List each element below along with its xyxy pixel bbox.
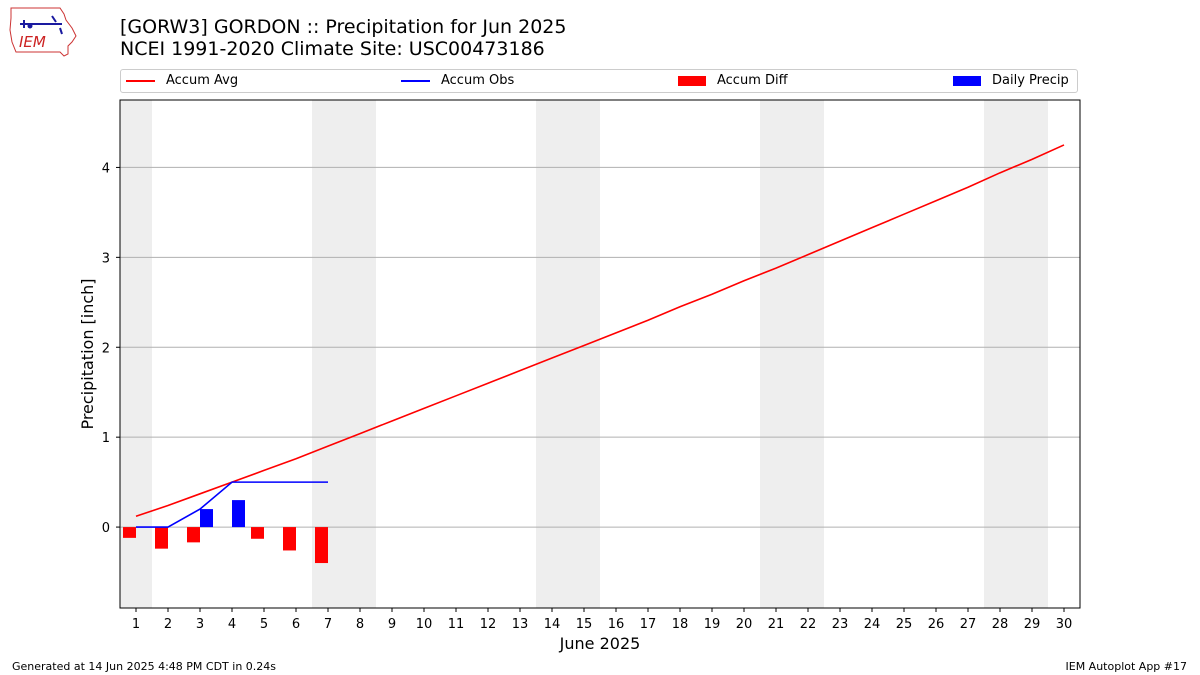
- chart-title: [GORW3] GORDON :: Precipitation for Jun …: [120, 16, 566, 60]
- legend-label-accum-avg: Accum Avg: [166, 73, 239, 88]
- legend-swatch-daily-precip: [953, 75, 981, 86]
- legend-accum-avg: Accum Avg: [126, 73, 238, 88]
- x-tick-label-7: 7: [324, 617, 332, 632]
- weekend-shade-5: [984, 100, 1048, 608]
- x-tick-label-9: 9: [388, 617, 396, 632]
- x-tick-label-5: 5: [260, 617, 268, 632]
- y-tick-label-3: 3: [102, 251, 110, 266]
- accum-diff-bar-day-6: [283, 527, 296, 551]
- x-tick-label-11: 11: [448, 617, 465, 632]
- logo-text: IEM: [19, 33, 46, 51]
- legend-daily-precip: Daily Precip: [953, 73, 1069, 88]
- footer-app: IEM Autoplot App #17: [1065, 660, 1188, 673]
- x-tick-label-16: 16: [608, 617, 625, 632]
- weekend-shade-3: [536, 100, 600, 608]
- plot-frame: [119, 99, 1081, 609]
- x-tick-label-12: 12: [480, 617, 497, 632]
- weekend-shade-2: [312, 100, 376, 608]
- daily-precip-bar-day-3: [200, 509, 213, 528]
- x-tick-label-15: 15: [576, 617, 593, 632]
- legend-accum-diff: Accum Diff: [678, 73, 788, 88]
- accum-diff-bar-day-5: [251, 527, 264, 539]
- accum-avg-line: [135, 144, 1065, 518]
- y-axis-label: Precipitation [inch]: [78, 278, 97, 429]
- x-tick-label-14: 14: [544, 617, 561, 632]
- x-tick-label-13: 13: [512, 617, 529, 632]
- x-tick-label-18: 18: [672, 617, 689, 632]
- x-tick-label-17: 17: [640, 617, 657, 632]
- x-tick-label-28: 28: [992, 617, 1009, 632]
- accum-diff-bar-day-2: [155, 527, 168, 549]
- title-line-2: NCEI 1991-2020 Climate Site: USC00473186: [120, 38, 545, 60]
- legend-label-accum-diff: Accum Diff: [717, 73, 788, 88]
- y-tick-label-2: 2: [102, 341, 110, 356]
- legend: Accum Avg Accum Obs Accum Diff Daily Pre…: [120, 69, 1078, 93]
- footer-generated: Generated at 14 Jun 2025 4:48 PM CDT in …: [12, 660, 277, 673]
- accum-obs-line: [136, 481, 328, 528]
- legend-label-daily-precip: Daily Precip: [992, 73, 1069, 88]
- x-tick-label-4: 4: [228, 617, 236, 632]
- x-tick-label-2: 2: [164, 617, 172, 632]
- x-tick-label-21: 21: [768, 617, 785, 632]
- x-tick-label-6: 6: [292, 617, 300, 632]
- accum-diff-bar-day-1: [123, 527, 136, 538]
- x-tick-label-24: 24: [864, 617, 881, 632]
- accum-diff-bar-day-3: [187, 527, 200, 543]
- legend-accum-obs: Accum Obs: [401, 73, 514, 88]
- legend-swatch-accum-diff: [678, 75, 706, 86]
- x-axis-label: June 2025: [559, 634, 641, 653]
- x-tick-label-19: 19: [704, 617, 721, 632]
- iem-logo: IEM: [9, 7, 77, 57]
- y-tick-label-0: 0: [102, 521, 110, 536]
- x-tick-label-25: 25: [896, 617, 913, 632]
- x-tick-label-8: 8: [356, 617, 364, 632]
- title-line-1: [GORW3] GORDON :: Precipitation for Jun …: [120, 16, 567, 38]
- weekend-shade-1: [120, 100, 152, 608]
- legend-swatch-accum-obs: [401, 79, 430, 82]
- daily-precip-bar-day-4: [232, 500, 245, 528]
- accum-diff-bar-day-7: [315, 527, 328, 564]
- x-tick-label-29: 29: [1024, 617, 1041, 632]
- x-tick-label-1: 1: [132, 617, 140, 632]
- x-tick-label-22: 22: [800, 617, 817, 632]
- x-tick-label-27: 27: [960, 617, 977, 632]
- x-tick-label-30: 30: [1056, 617, 1073, 632]
- x-tick-label-20: 20: [736, 617, 753, 632]
- legend-swatch-accum-avg: [126, 79, 155, 82]
- legend-label-accum-obs: Accum Obs: [441, 73, 515, 88]
- x-tick-label-26: 26: [928, 617, 945, 632]
- y-tick-label-1: 1: [102, 431, 110, 446]
- x-tick-label-23: 23: [832, 617, 849, 632]
- x-tick-label-10: 10: [416, 617, 433, 632]
- weekend-shade-4: [760, 100, 824, 608]
- y-tick-label-4: 4: [102, 161, 110, 176]
- x-tick-label-3: 3: [196, 617, 204, 632]
